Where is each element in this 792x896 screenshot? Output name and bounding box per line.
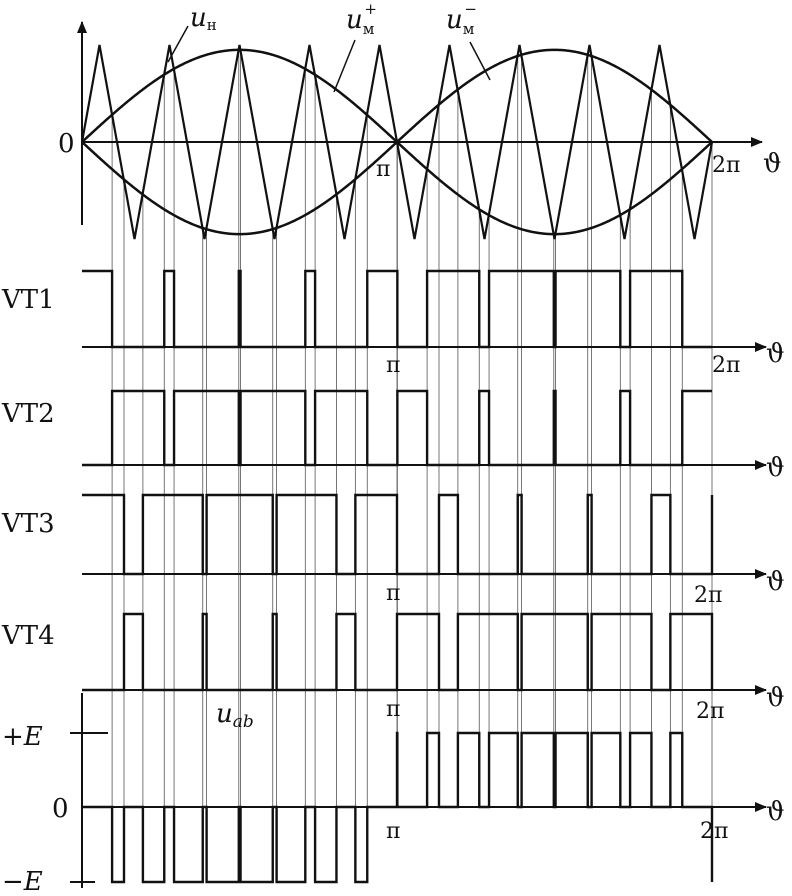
output-signal-main: u (216, 699, 233, 729)
minus-e-label: −E (2, 867, 43, 896)
mod-plus-label: uм + (346, 0, 377, 38)
vt1-panel: VT1 π 2π ϑ (1, 269, 785, 378)
output-signal-sub: ab (233, 712, 254, 732)
vt3-axis-symbol: ϑ (766, 567, 785, 597)
top-two-pi-label: 2π (712, 153, 740, 178)
vt2-panel: VT2 ϑ (1, 389, 785, 483)
vt4-axis-symbol: ϑ (766, 683, 785, 713)
vt3-pulse-train (82, 493, 714, 576)
carrier-leader (167, 25, 189, 63)
vt4-pi-label: π (386, 697, 400, 722)
vt3-panel: VT3 π 2π ϑ (1, 493, 785, 608)
output-panel: uab +E 0 −E π 2π ϑ (2, 693, 785, 896)
mod-plus-label-sup: + (364, 0, 377, 18)
top-axis-symbol: ϑ (763, 149, 782, 179)
mod-minus-label: uм − (446, 0, 477, 38)
vt4-panel: VT4 π 2π ϑ (1, 612, 785, 724)
output-voltage-waveform (82, 731, 714, 884)
mod-minus-label-sub: м (463, 20, 475, 38)
mod-plus-label-main: u (346, 5, 363, 35)
output-axis-symbol: ϑ (766, 797, 785, 827)
vt2-axis-symbol: ϑ (766, 453, 785, 483)
vt1-pulse-train (82, 269, 712, 349)
top-panel: 0 π 2π ϑ uн uм+ uм− (58, 0, 782, 240)
vt4-two-pi-label: 2π (696, 699, 724, 724)
vt1-pi-label: π (386, 353, 400, 378)
vt3-two-pi-label: 2π (694, 583, 722, 608)
mod-plus-label-sub: м (363, 20, 375, 38)
output-two-pi-label: 2π (700, 819, 728, 844)
vt3-label: VT3 (1, 509, 55, 539)
vt1-axis-symbol: ϑ (766, 339, 785, 369)
output-pi-label: π (386, 819, 400, 844)
plus-e-label: +E (2, 722, 43, 752)
modulating-wave-minus (81, 48, 713, 236)
vt4-pulse-train (82, 612, 714, 692)
mod-plus-leader (333, 39, 356, 93)
top-zero-label: 0 (58, 129, 75, 159)
vt3-pi-label: π (386, 581, 400, 606)
carrier-label-main: u (190, 3, 207, 33)
vt2-pulse-train (82, 389, 712, 467)
carrier-label: uн (190, 3, 217, 34)
vt2-label: VT2 (1, 399, 55, 429)
projection-lines (111, 48, 713, 807)
mod-minus-leader (469, 41, 491, 81)
mod-minus-label-main: u (446, 5, 463, 35)
vt1-two-pi-label: 2π (712, 353, 740, 378)
mod-minus-label-sup: − (464, 0, 477, 18)
output-zero-label: 0 (52, 794, 69, 824)
top-pi-label: π (376, 157, 390, 182)
output-signal-label: uab (216, 699, 254, 732)
carrier-label-sub: н (207, 16, 217, 34)
vt1-label: VT1 (1, 285, 55, 315)
vt4-label: VT4 (1, 621, 55, 651)
